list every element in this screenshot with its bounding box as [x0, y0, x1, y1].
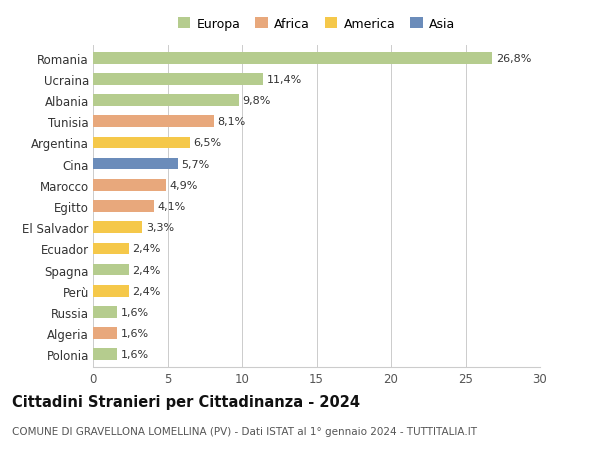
Bar: [93, 201, 154, 213]
Bar: [93, 349, 117, 360]
Text: 9,8%: 9,8%: [243, 96, 271, 106]
Text: 5,7%: 5,7%: [182, 159, 210, 169]
Text: 1,6%: 1,6%: [121, 328, 149, 338]
Bar: [93, 95, 239, 106]
Text: COMUNE DI GRAVELLONA LOMELLINA (PV) - Dati ISTAT al 1° gennaio 2024 - TUTTITALIA: COMUNE DI GRAVELLONA LOMELLINA (PV) - Da…: [12, 426, 477, 436]
Legend: Europa, Africa, America, Asia: Europa, Africa, America, Asia: [175, 15, 458, 33]
Bar: [93, 328, 117, 339]
Text: 6,5%: 6,5%: [194, 138, 222, 148]
Bar: [93, 53, 493, 64]
Text: 3,3%: 3,3%: [146, 223, 174, 233]
Text: 4,9%: 4,9%: [170, 180, 198, 190]
Text: 26,8%: 26,8%: [496, 54, 532, 64]
Text: 2,4%: 2,4%: [133, 244, 161, 254]
Bar: [93, 116, 214, 128]
Bar: [93, 158, 178, 170]
Bar: [93, 179, 166, 191]
Text: 11,4%: 11,4%: [266, 75, 302, 85]
Text: Cittadini Stranieri per Cittadinanza - 2024: Cittadini Stranieri per Cittadinanza - 2…: [12, 394, 360, 409]
Text: 1,6%: 1,6%: [121, 307, 149, 317]
Bar: [93, 285, 129, 297]
Text: 2,4%: 2,4%: [133, 265, 161, 275]
Bar: [93, 222, 142, 234]
Bar: [93, 264, 129, 276]
Text: 2,4%: 2,4%: [133, 286, 161, 296]
Bar: [93, 137, 190, 149]
Bar: [93, 74, 263, 85]
Bar: [93, 307, 117, 318]
Text: 1,6%: 1,6%: [121, 349, 149, 359]
Text: 8,1%: 8,1%: [217, 117, 245, 127]
Text: 4,1%: 4,1%: [158, 202, 186, 212]
Bar: [93, 243, 129, 255]
